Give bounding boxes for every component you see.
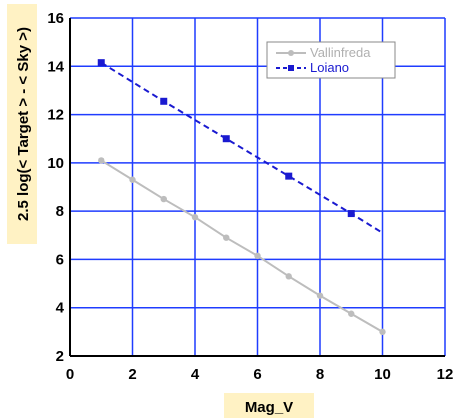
legend-marker-loiano — [288, 65, 294, 71]
legend-label-vallinfreda: Vallinfreda — [310, 45, 371, 60]
point-loiano-3 — [285, 172, 293, 180]
series-vallinfreda — [98, 157, 386, 336]
x-tick-label-5: 10 — [374, 366, 391, 383]
point-vallinfreda-8 — [348, 310, 355, 317]
point-vallinfreda-3 — [191, 213, 199, 221]
y-axis-title-text: 2.5 log(< Target > - < Sky >) — [15, 27, 32, 221]
y-tick-label-4: 10 — [47, 155, 64, 172]
point-vallinfreda-2 — [160, 195, 167, 203]
point-loiano-0 — [97, 59, 105, 67]
legend-label-loiano: Loiano — [310, 60, 349, 75]
legend-marker-vallinfreda — [288, 50, 294, 56]
y-tick-label-6: 14 — [47, 58, 64, 75]
point-vallinfreda-0 — [98, 157, 105, 164]
series-layer — [97, 59, 386, 336]
x-tick-label-6: 12 — [437, 366, 454, 383]
legend: Vallinfreda Loiano — [266, 41, 396, 79]
point-loiano-4 — [347, 210, 355, 218]
x-axis-title: Mag_V — [224, 393, 314, 418]
y-tick-label-0: 2 — [56, 348, 64, 365]
x-tick-label-3: 6 — [253, 366, 261, 383]
series-loiano — [97, 59, 384, 234]
x-tick-label-1: 2 — [128, 366, 136, 383]
x-tick-labels: 0 2 4 6 8 10 12 — [66, 366, 454, 383]
series-line-vallinfreda — [100, 159, 384, 333]
x-axis-title-bg — [224, 393, 314, 418]
y-tick-label-3: 8 — [56, 203, 64, 220]
series-line-loiano — [100, 61, 384, 234]
point-loiano-2 — [222, 135, 230, 143]
x-tick-label-2: 4 — [191, 366, 200, 383]
y-axis-title: 2.5 log(< Target > - < Sky >) — [7, 4, 37, 244]
x-axis-title-text: Mag_V — [245, 399, 293, 416]
point-vallinfreda-7 — [316, 292, 324, 299]
y-tick-label-2: 6 — [56, 251, 64, 268]
point-vallinfreda-9 — [379, 328, 386, 336]
point-vallinfreda-6 — [285, 273, 292, 280]
legend-box — [266, 41, 396, 79]
y-tick-label-1: 4 — [56, 300, 65, 317]
y-tick-labels: 2 4 6 8 10 12 14 16 — [47, 10, 64, 365]
point-vallinfreda-5 — [254, 252, 261, 260]
point-vallinfreda-4 — [223, 234, 230, 241]
point-vallinfreda-1 — [129, 176, 136, 183]
y-tick-label-5: 12 — [47, 107, 64, 124]
axes — [69, 18, 445, 357]
x-tick-label-0: 0 — [66, 366, 74, 383]
x-tick-label-4: 8 — [316, 366, 324, 383]
y-tick-label-7: 16 — [47, 10, 64, 27]
y-axis-title-bg — [7, 4, 37, 244]
point-loiano-1 — [160, 97, 168, 105]
